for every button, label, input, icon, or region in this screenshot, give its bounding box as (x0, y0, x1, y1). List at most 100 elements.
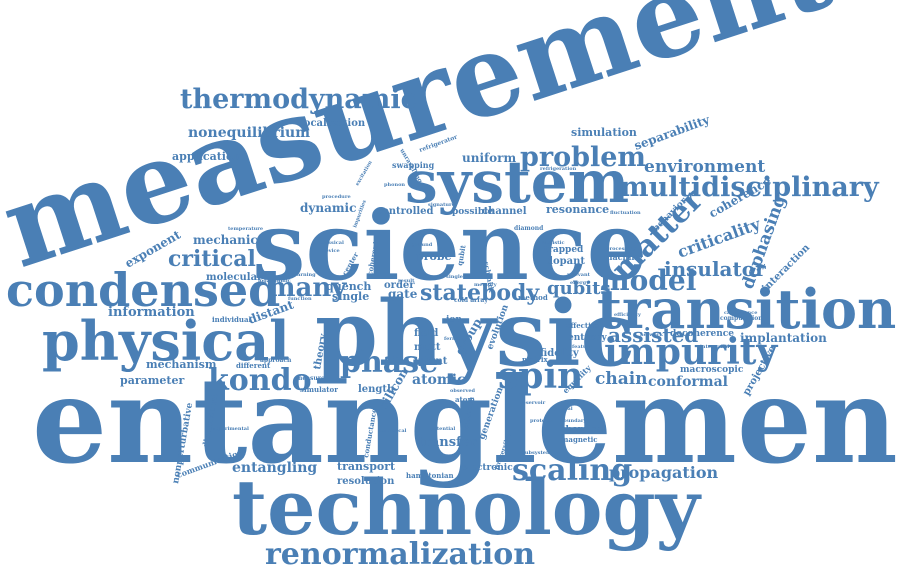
word-condensed: condensed (6, 263, 280, 317)
word-mechanic: mechanic (193, 233, 258, 247)
word-information: information (108, 305, 195, 320)
word-field: field (414, 328, 438, 339)
word-critical: critical (168, 246, 256, 272)
word-refrigeration: refrigeration (540, 166, 577, 172)
word-method: method (518, 293, 548, 302)
word-single: single (332, 290, 369, 303)
word-efficiency: efficiency (614, 312, 642, 318)
word-simulator: simulator (300, 385, 338, 394)
word-system: system (405, 148, 629, 216)
word-entanglement: entanglement (32, 351, 900, 490)
word-quench: quench (326, 280, 371, 293)
word-logarithmic: logarithmic (258, 278, 291, 284)
word-atomic: atomic (412, 372, 466, 388)
word-numerical: numerical (378, 428, 407, 434)
word-assisted: assisted (608, 323, 698, 347)
word-function: function (288, 296, 312, 302)
word-swapping: swapping (392, 160, 435, 170)
word-classical: classical (320, 240, 344, 246)
word-science: science (252, 191, 647, 302)
word-energy: energy (570, 280, 590, 286)
word-memory: memory (474, 282, 498, 288)
word-relevant: relevant (567, 272, 591, 278)
word-subsystem: subsystem (522, 450, 552, 456)
word-ion: ion (446, 315, 462, 325)
word-phase: phase (340, 345, 438, 380)
word-many: many (268, 273, 347, 303)
word-possible: possible (452, 207, 494, 217)
word-fermion: fermion (444, 336, 466, 342)
word-model: model (600, 264, 696, 297)
word-device: device (322, 248, 340, 254)
word-problem: problem (520, 142, 646, 173)
word-parameter: parameter (120, 374, 184, 387)
word-potential: potential (430, 426, 455, 432)
word-chain: chain (595, 369, 648, 389)
word-probe: probe (416, 250, 452, 263)
word-statebody: statebody (420, 280, 540, 306)
word-signature: signature (428, 202, 455, 208)
word-application: application (172, 150, 241, 163)
word-singlet: singlet (446, 274, 466, 280)
word-length: length (358, 384, 395, 395)
word-order: order (384, 280, 415, 291)
word-observed: observed (450, 388, 476, 394)
word-spectral: spectral (550, 406, 573, 412)
word-renormalization: renormalization (265, 537, 535, 568)
word-implantation: implantation (740, 331, 827, 345)
word-entropy: entropy (568, 333, 607, 343)
word-point: point (418, 356, 448, 367)
word-entangling: entangling (232, 460, 317, 476)
word-processing: processing (606, 246, 637, 252)
word-kondo: kondo (208, 363, 312, 398)
word-propagation: propagation (609, 463, 719, 482)
word-transition: transition (597, 277, 896, 341)
word-resolution: resolution (337, 476, 395, 487)
word-macroscopic: macroscopic (680, 365, 744, 375)
word-computation: computation (720, 315, 763, 322)
word-fidelity: fidelity (540, 348, 580, 359)
word-feature: feature (572, 344, 592, 350)
word-transfer: transfer (418, 435, 477, 450)
word-scaling: scaling (512, 453, 632, 488)
word-molecular: molecular (206, 272, 263, 283)
word-physic: physic (315, 281, 635, 387)
word-different: different (236, 361, 271, 370)
word-machine: machine (604, 252, 642, 262)
word-qubit: qubit (455, 244, 468, 267)
word-dynamic: dynamic (300, 201, 356, 215)
word-individual: individual (212, 315, 252, 324)
word-dopant: dopant (546, 256, 585, 267)
word-magnetic: magnetic (561, 435, 598, 444)
word-ballistic: ballistic (542, 240, 565, 246)
word-spin: spin (498, 355, 583, 397)
word-approach: approach (260, 357, 292, 364)
word-qubits: qubits (547, 278, 611, 299)
word-reservoir: reservoir (520, 400, 546, 406)
word-learning: learning (292, 272, 316, 278)
word-environment: environment (644, 157, 765, 177)
word-separability: separability (632, 112, 712, 153)
word-channel: channel (482, 206, 527, 217)
word-procedure: procedure (322, 194, 351, 200)
word-fluctuation: fluctuation (610, 210, 641, 216)
word-diamond: diamond (514, 225, 544, 232)
word-impurity: impurity (604, 331, 778, 373)
word-protocol: protocol (530, 418, 553, 424)
word-phonon: phonon (384, 182, 405, 188)
word-experimental: experimental (212, 426, 249, 432)
word-network: network (640, 332, 663, 338)
word-transport: transport (337, 460, 396, 473)
word-ground: ground (412, 242, 433, 248)
word-physical: physical (42, 309, 290, 373)
word-result: result (398, 278, 415, 284)
word-mott: mott (414, 342, 441, 353)
word-matrix: matrix (522, 355, 549, 364)
word-conformal: conformal (648, 374, 728, 390)
word-mechanism: mechanism (146, 358, 217, 371)
word-insulator: insulator (664, 257, 766, 281)
word-boundary: boundary (560, 418, 587, 424)
word-measure: measure (296, 375, 325, 382)
word-controlled: controlled (376, 206, 434, 217)
